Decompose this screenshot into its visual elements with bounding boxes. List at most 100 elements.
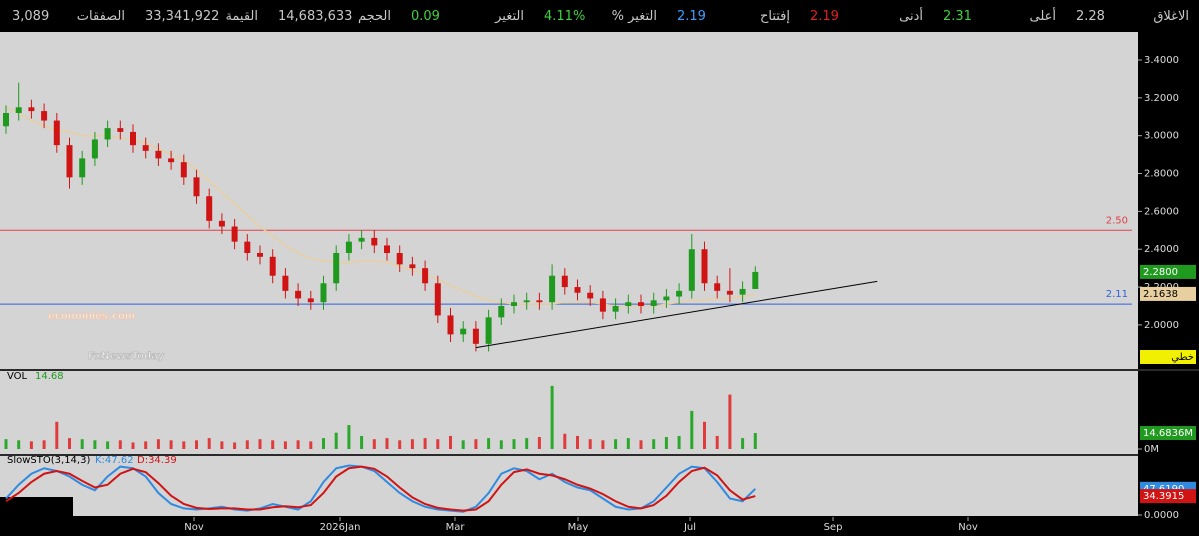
volume-bar [131, 442, 135, 449]
quote-value: 2.28 [1076, 8, 1105, 24]
quote-bar: الاغلاق 2.28 أعلى 2.31 أدنى 2.19 إفتتاح 2.19 الت… [0, 0, 1199, 32]
candle-body [726, 290, 733, 295]
quote-value: 3,089 [12, 8, 50, 24]
volume-bar [118, 440, 122, 449]
candle-body [104, 128, 111, 140]
candle-body [358, 237, 365, 242]
volume-bar [245, 440, 249, 449]
y-tick-label: 3.2000 [1144, 93, 1179, 104]
quote-item: القيمة 33,341,922 [135, 0, 268, 32]
volume-bar [741, 438, 745, 449]
volume-bar [664, 437, 668, 449]
candle-body [53, 120, 60, 146]
quote-label: الصفقات [76, 8, 125, 24]
x-tick-label: Mar [446, 522, 466, 533]
volume-bar [614, 439, 618, 449]
panel-title: SlowSTO(3,14,3) [7, 455, 90, 466]
candle-body [66, 145, 73, 178]
value-badge [1140, 426, 1196, 441]
volume-bar [93, 440, 97, 449]
candle-body [269, 256, 276, 276]
legend-entry: K:47.62 [95, 455, 134, 466]
quote-item: التغير % 4.11% [534, 0, 667, 32]
volume-bar [563, 433, 567, 449]
x-tick-label: Nov [184, 522, 204, 533]
candle-body [434, 283, 441, 316]
candle-body [549, 275, 556, 303]
volume-bar [55, 421, 59, 449]
candle-body [663, 296, 670, 301]
quote-label: الحجم [357, 8, 391, 24]
candle-body [422, 268, 429, 284]
watermark-text: economies.com [48, 311, 135, 322]
volume-bar [677, 435, 681, 449]
volume-bar [753, 433, 757, 449]
candle-body [612, 305, 619, 312]
candle-body [460, 328, 467, 335]
volume-bar [220, 441, 224, 449]
volume-bar [207, 438, 211, 449]
volume-bar [639, 440, 643, 449]
volume-bar [423, 438, 427, 449]
volume-bar [487, 438, 491, 449]
volume-bar [410, 439, 414, 449]
candle-body [498, 305, 505, 318]
candle-body [180, 162, 187, 178]
quote-value: 14,683,633 [278, 8, 353, 24]
volume-bar [4, 439, 8, 449]
candle-body [523, 300, 530, 303]
candle-body [307, 298, 314, 303]
candle-body [396, 253, 403, 265]
quote-item: إفتتاح 2.19 [667, 0, 800, 32]
candle-body [587, 292, 594, 299]
quote-value: 4.11% [544, 8, 586, 24]
y-tick-label: 2.8000 [1144, 169, 1179, 180]
scale-badge [1140, 350, 1196, 364]
quote-item: التغير 0.09 [401, 0, 534, 32]
volume-bar [601, 440, 605, 449]
volume-bar [156, 439, 160, 449]
volume-bar [385, 438, 389, 449]
candle-body [28, 107, 35, 112]
value-badge [1140, 286, 1196, 301]
volume-bar [652, 439, 656, 449]
stoch-line [5, 465, 756, 512]
volume-bar [334, 432, 338, 449]
y-tick-label: 0M [1144, 444, 1159, 455]
volume-bar [322, 438, 325, 449]
volume-bar [588, 439, 592, 449]
y-tick-label: 2.6000 [1144, 206, 1179, 217]
volume-bar [398, 440, 402, 449]
x-tick-label: Sep [824, 522, 843, 533]
candle-body [15, 107, 22, 113]
y-tick-label: 0.0000 [1144, 510, 1179, 521]
volume-bar [550, 385, 554, 449]
watermark: economies.com FxNewsToday [48, 311, 166, 363]
quote-label: إفتتاح [759, 8, 790, 24]
watermark-text: FxNewsToday [88, 351, 165, 362]
price-panel [0, 32, 1138, 369]
value-badge-label: 2.2800 [1143, 267, 1178, 278]
candle-body [536, 300, 543, 303]
volume-bar [283, 441, 287, 449]
volume-bar [233, 442, 237, 449]
volume-bar [525, 438, 529, 449]
quote-label: القيمة [225, 8, 258, 24]
quote-value: 33,341,922 [145, 8, 220, 24]
x-tick-label: Nov [958, 522, 978, 533]
volume-bar [182, 441, 186, 449]
value-badge [1140, 489, 1196, 504]
quote-item: الاغلاق 2.28 [1066, 0, 1199, 32]
candle-body [650, 300, 657, 306]
candle-body [625, 302, 632, 306]
volume-bar [449, 435, 452, 449]
quote-label: أعلى [1029, 8, 1056, 24]
quote-label: الاغلاق [1153, 8, 1189, 24]
scale-label: خطي [1171, 352, 1194, 363]
volume-bar [68, 438, 71, 449]
y-tick-label: 2.0000 [1144, 320, 1179, 331]
candle-body [41, 111, 48, 121]
value-badge-label: 14.6836M [1143, 428, 1193, 439]
candle-body [244, 241, 251, 254]
